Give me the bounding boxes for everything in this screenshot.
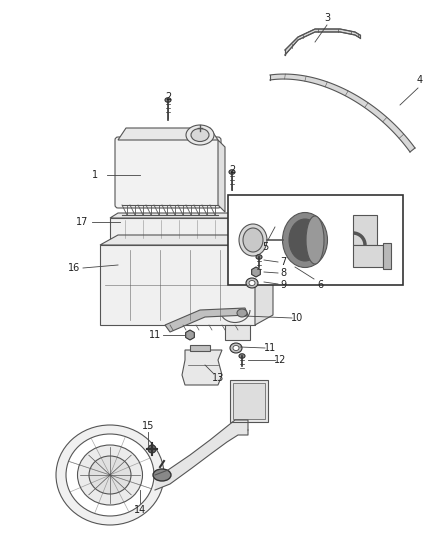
Ellipse shape [229,169,235,174]
Text: 1: 1 [92,170,98,180]
Ellipse shape [289,219,321,261]
Bar [230,380,268,422]
Bar [233,383,265,419]
Ellipse shape [191,128,209,141]
Ellipse shape [233,345,239,351]
Text: 10: 10 [291,313,303,323]
FancyBboxPatch shape [115,137,221,208]
Text: 9: 9 [280,280,286,290]
Text: 11: 11 [149,330,161,340]
Polygon shape [110,213,248,218]
Text: 12: 12 [274,355,286,365]
Bar [383,243,391,269]
Polygon shape [155,420,248,490]
Polygon shape [100,235,273,245]
Text: 2: 2 [165,92,171,102]
Ellipse shape [246,278,258,288]
Text: 7: 7 [280,257,286,267]
Ellipse shape [243,228,263,252]
Ellipse shape [306,216,324,264]
Polygon shape [285,29,360,55]
Ellipse shape [66,434,154,516]
Polygon shape [240,213,248,240]
Ellipse shape [230,343,242,353]
Text: 13: 13 [212,373,224,383]
Polygon shape [165,308,248,332]
Ellipse shape [165,98,171,102]
Text: 5: 5 [262,242,268,252]
Text: 11: 11 [264,343,276,353]
Polygon shape [270,74,415,152]
Text: 6: 6 [317,280,323,290]
Polygon shape [255,235,273,325]
Bar [353,215,377,245]
Bar [228,195,403,285]
Bar [353,245,383,267]
Polygon shape [182,350,222,385]
Bar [100,245,255,325]
Text: 4: 4 [417,75,423,85]
Text: 15: 15 [142,421,154,431]
Ellipse shape [78,445,142,505]
Text: 8: 8 [280,268,286,278]
Ellipse shape [89,456,131,494]
Ellipse shape [239,354,245,358]
Ellipse shape [239,224,267,256]
Bar [110,218,240,240]
Text: 16: 16 [68,263,80,273]
Ellipse shape [153,469,171,481]
Polygon shape [218,140,225,212]
Ellipse shape [148,445,156,453]
Ellipse shape [249,280,255,286]
Ellipse shape [186,125,214,145]
Text: 2: 2 [229,165,235,175]
Ellipse shape [256,255,262,259]
Bar [225,325,250,340]
Polygon shape [118,128,218,140]
Ellipse shape [56,425,164,525]
Text: 14: 14 [134,505,146,515]
Text: 3: 3 [324,13,330,23]
Ellipse shape [283,213,328,268]
Text: 17: 17 [76,217,88,227]
Bar [190,345,210,351]
Ellipse shape [237,309,247,317]
